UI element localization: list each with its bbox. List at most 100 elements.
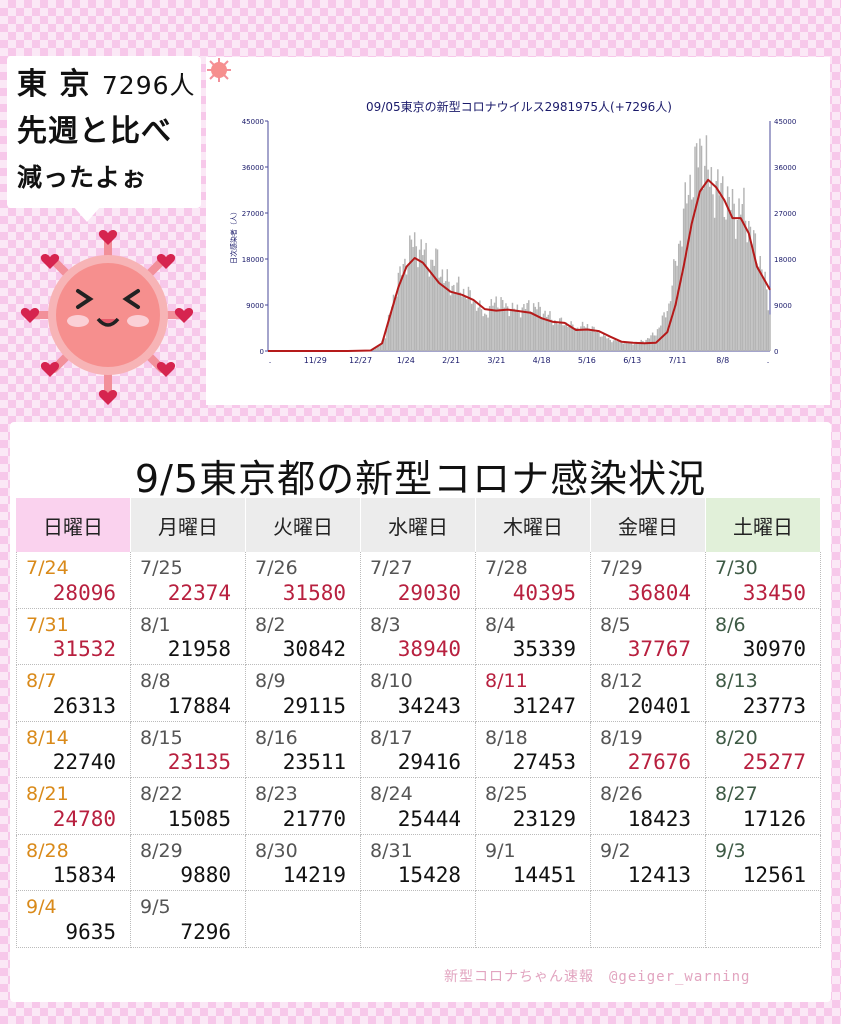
- cell-count: 17126: [742, 806, 806, 831]
- daily-bar: [394, 297, 396, 351]
- cell-count: 37767: [627, 637, 691, 661]
- daily-bar: [708, 186, 711, 351]
- chart-title: 09/05東京の新型コロナウイルス2981975人(+7296人): [366, 99, 672, 114]
- daily-bar: [545, 316, 548, 351]
- daily-bar: [581, 321, 584, 351]
- daily-bar: [686, 203, 688, 351]
- cell-count: 25444: [397, 806, 461, 831]
- daily-bar: [495, 296, 497, 351]
- table-cell: 8/31 15428: [361, 834, 476, 891]
- daily-bar: [534, 306, 537, 351]
- daily-bar: [723, 216, 726, 351]
- daily-bar: [490, 299, 493, 351]
- daily-bar: [479, 300, 481, 351]
- daily-bar: [557, 324, 559, 351]
- daily-bar: [637, 342, 639, 351]
- daily-bar: [589, 331, 592, 351]
- table-cell: 7/24 28096: [16, 552, 131, 609]
- daily-bar: [555, 321, 558, 351]
- daily-bar: [601, 336, 603, 351]
- cell-date: 8/27: [715, 783, 758, 805]
- cell-date: 8/26: [600, 783, 643, 805]
- table-cell: 9/2 12413: [591, 834, 706, 891]
- cell-date: 7/25: [140, 557, 183, 579]
- daily-bar: [682, 208, 685, 351]
- table-cell: [591, 891, 706, 948]
- table-cell: 8/27 17126: [706, 778, 821, 835]
- daily-bar: [549, 311, 551, 351]
- daily-bar: [443, 282, 445, 351]
- cell-date: 8/13: [715, 670, 758, 692]
- daily-bar: [645, 339, 647, 351]
- daily-bar: [413, 232, 416, 351]
- daily-bar: [769, 314, 771, 351]
- cell-date: 9/1: [485, 839, 516, 862]
- y-tick-label-right: 0: [774, 348, 778, 356]
- daily-bar: [689, 174, 691, 351]
- daily-bar: [417, 267, 419, 351]
- daily-bar: [412, 246, 414, 351]
- daily-bar: [389, 312, 391, 351]
- x-tick-label: 11/29: [304, 356, 327, 365]
- daily-bar: [630, 342, 633, 351]
- cell-count: 36804: [627, 580, 691, 605]
- cell-count: 9880: [180, 863, 231, 887]
- weekday-header: 水曜日: [361, 498, 476, 552]
- daily-bar: [705, 135, 708, 351]
- daily-bar: [604, 336, 607, 351]
- daily-bar: [568, 326, 571, 351]
- table-title: 9/5東京都の新型コロナ感染状況: [134, 457, 707, 501]
- x-tick-label: .: [767, 356, 770, 365]
- cell-date: 8/5: [600, 613, 631, 636]
- daily-bar: [471, 303, 473, 351]
- daily-bar: [746, 242, 748, 351]
- daily-bar: [726, 186, 729, 351]
- y-tick-label-left: 45000: [242, 118, 264, 126]
- daily-bar: [407, 263, 409, 351]
- table-cell: 8/2 30842: [246, 608, 361, 665]
- table-cell: 8/21 24780: [16, 778, 131, 835]
- cases-chart: 09/05東京の新型コロナウイルス2981975人(+7296人) 0 0 9000 9…: [229, 99, 796, 365]
- daily-bar: [695, 143, 698, 351]
- daily-bar: [526, 303, 528, 351]
- daily-bar: [397, 272, 400, 351]
- cell-date: 7/31: [26, 613, 69, 636]
- daily-bar: [596, 331, 598, 351]
- daily-bar: [519, 317, 522, 351]
- cell-date: 8/9: [255, 670, 286, 692]
- daily-bar: [607, 337, 610, 351]
- daily-bar: [392, 294, 395, 351]
- daily-bar: [563, 325, 566, 351]
- cell-count: 26313: [52, 693, 116, 718]
- daily-bar: [529, 311, 532, 351]
- cell-count: 14451: [512, 863, 576, 887]
- cell-date: 8/16: [255, 726, 298, 749]
- cell-date: 8/20: [715, 726, 758, 749]
- table-cell: 7/28 40395: [476, 552, 591, 609]
- cell-date: 7/29: [600, 557, 643, 579]
- table-cell: 7/27 29030: [361, 552, 476, 609]
- table-cell: 8/19 27676: [591, 721, 706, 778]
- cell-date: 7/30: [715, 557, 758, 579]
- daily-bar: [676, 265, 678, 351]
- daily-bar: [762, 277, 765, 351]
- daily-bar: [454, 293, 457, 351]
- daily-bar: [598, 332, 600, 351]
- daily-bar: [428, 276, 431, 351]
- daily-bar: [728, 196, 730, 351]
- daily-bar: [493, 302, 496, 351]
- x-tick-label: 8/8: [716, 356, 729, 365]
- daily-bar: [400, 275, 403, 351]
- cell-count: 14219: [282, 863, 346, 887]
- daily-bar: [405, 274, 408, 351]
- daily-bar: [687, 194, 690, 351]
- daily-bar: [528, 300, 530, 351]
- cell-date: 8/14: [26, 726, 69, 749]
- daily-bar: [673, 259, 675, 351]
- chart-panel: 09/05東京の新型コロナウイルス2981975人(+7296人) 0 0 9000 9…: [206, 57, 830, 405]
- table-cell: 8/22 15085: [131, 778, 246, 835]
- table-cell: 8/4 35339: [476, 608, 591, 665]
- daily-bar: [441, 269, 444, 351]
- daily-bar: [700, 145, 703, 351]
- daily-bar: [576, 327, 579, 351]
